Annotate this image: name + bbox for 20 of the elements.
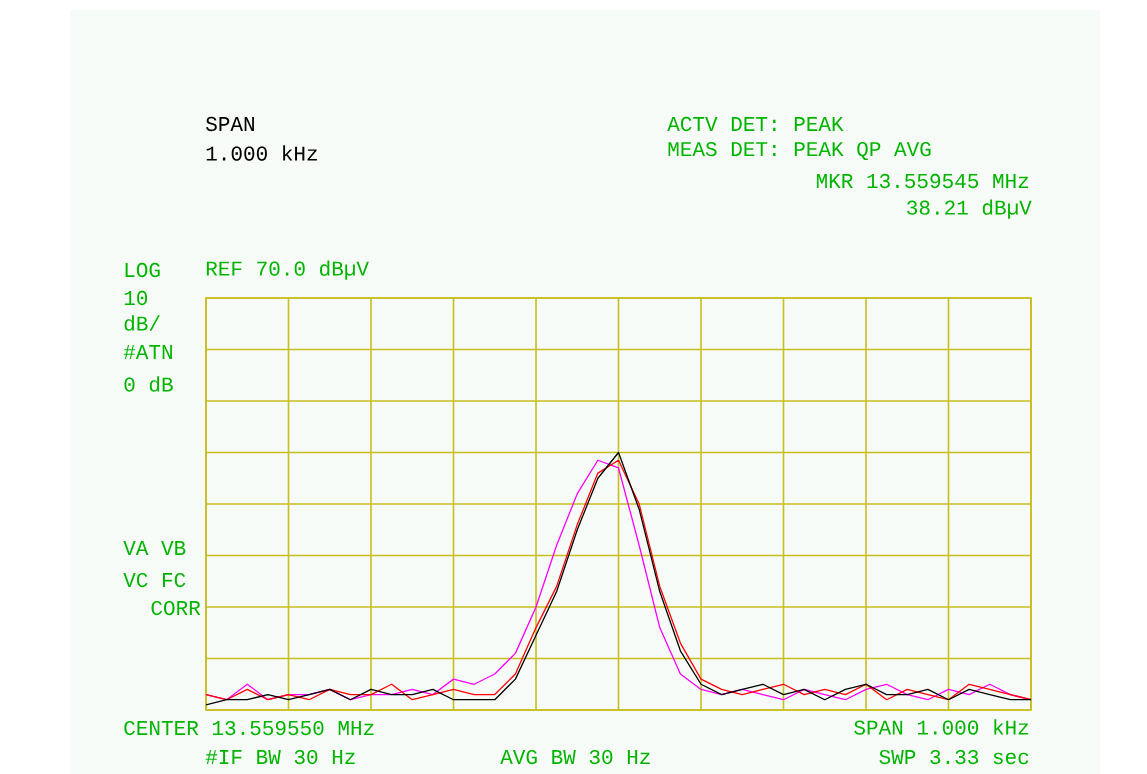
text: dB/ bbox=[124, 315, 160, 331]
text: #IF BW 30 Hz bbox=[205, 749, 355, 765]
text: #ATN bbox=[123, 345, 172, 359]
text: SPAN bbox=[206, 116, 254, 132]
text: 10 bbox=[124, 290, 148, 306]
text: CORR bbox=[151, 600, 201, 616]
text: MEAS DET: PEAK QP AVG bbox=[668, 141, 931, 161]
text: 38.21 dBµV bbox=[907, 199, 1032, 219]
text: MKR 13.559545 MHz bbox=[816, 173, 1029, 189]
text: CENTER 13.559550 MHz bbox=[124, 720, 374, 736]
text: REF 70.0 dBµV bbox=[206, 260, 369, 280]
text: SWP 3.33 sec bbox=[879, 749, 1029, 765]
text: LOG bbox=[125, 262, 160, 278]
text: 0 dB bbox=[124, 376, 173, 392]
text: SPAN 1.000 kHz bbox=[854, 719, 1029, 735]
text: VC FC bbox=[123, 572, 186, 588]
text: 1.000 kHz bbox=[206, 145, 317, 161]
text: VA VB bbox=[123, 541, 186, 555]
text: AVG BW 30 Hz bbox=[500, 749, 650, 765]
text: ACTV DET: PEAK bbox=[667, 116, 844, 132]
